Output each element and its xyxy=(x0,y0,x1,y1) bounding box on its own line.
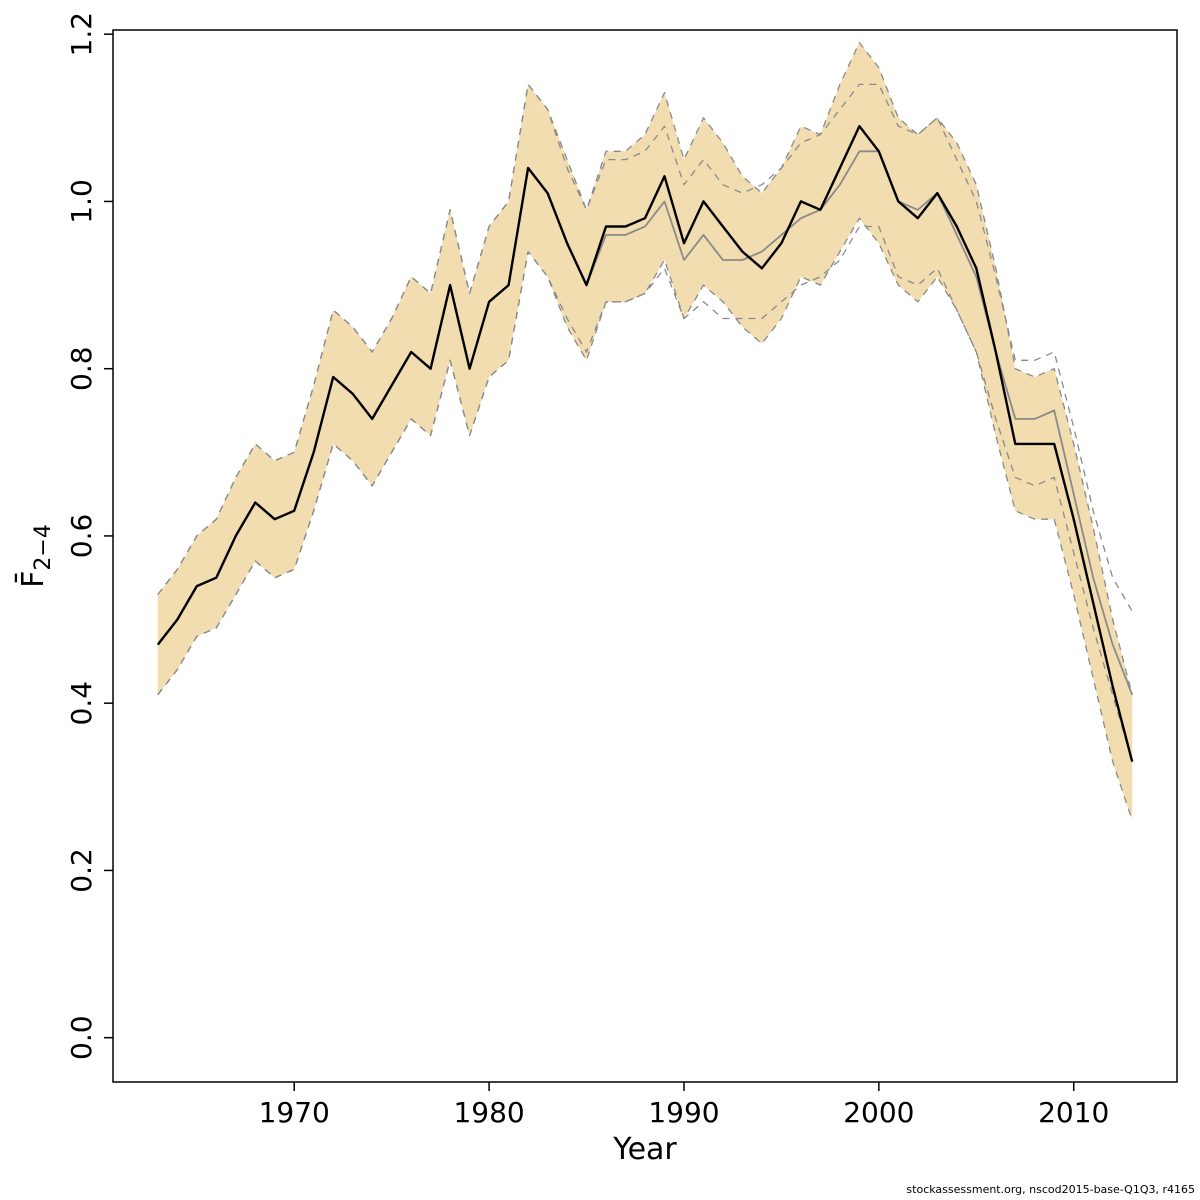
y-axis-title: F̄2−4 xyxy=(16,436,56,676)
y-tick-label: 0.0 xyxy=(65,1015,98,1060)
y-tick-label: 1.2 xyxy=(65,12,98,57)
y-tick-label: 0.8 xyxy=(65,346,98,391)
x-tick-label: 1970 xyxy=(259,1096,330,1129)
band-upper-edge-dashed xyxy=(157,41,1133,695)
current-assessment-line xyxy=(156,125,1134,763)
y-axis-title-subscript: 2−4 xyxy=(31,524,56,571)
x-tick-label: 1980 xyxy=(453,1096,524,1129)
y-tick-label: 0.2 xyxy=(65,848,98,893)
x-tick-label: 1990 xyxy=(648,1096,719,1129)
x-tick-label: 2000 xyxy=(843,1096,914,1129)
confidence-band xyxy=(157,42,1133,821)
plot-box xyxy=(112,29,1178,1083)
y-tick-label: 0.6 xyxy=(65,514,98,559)
y-axis-title-main: F̄ xyxy=(16,570,51,588)
y-tick-label: 0.4 xyxy=(65,681,98,726)
y-tick-label: 1.0 xyxy=(65,179,98,224)
previous-ci-lower-dashed xyxy=(157,225,1133,762)
x-axis-title: Year xyxy=(613,1132,677,1167)
x-tick-label: 2010 xyxy=(1038,1096,1109,1129)
watermark-text: stockassessment.org, nscod2015-base-Q1Q3… xyxy=(906,1183,1195,1196)
